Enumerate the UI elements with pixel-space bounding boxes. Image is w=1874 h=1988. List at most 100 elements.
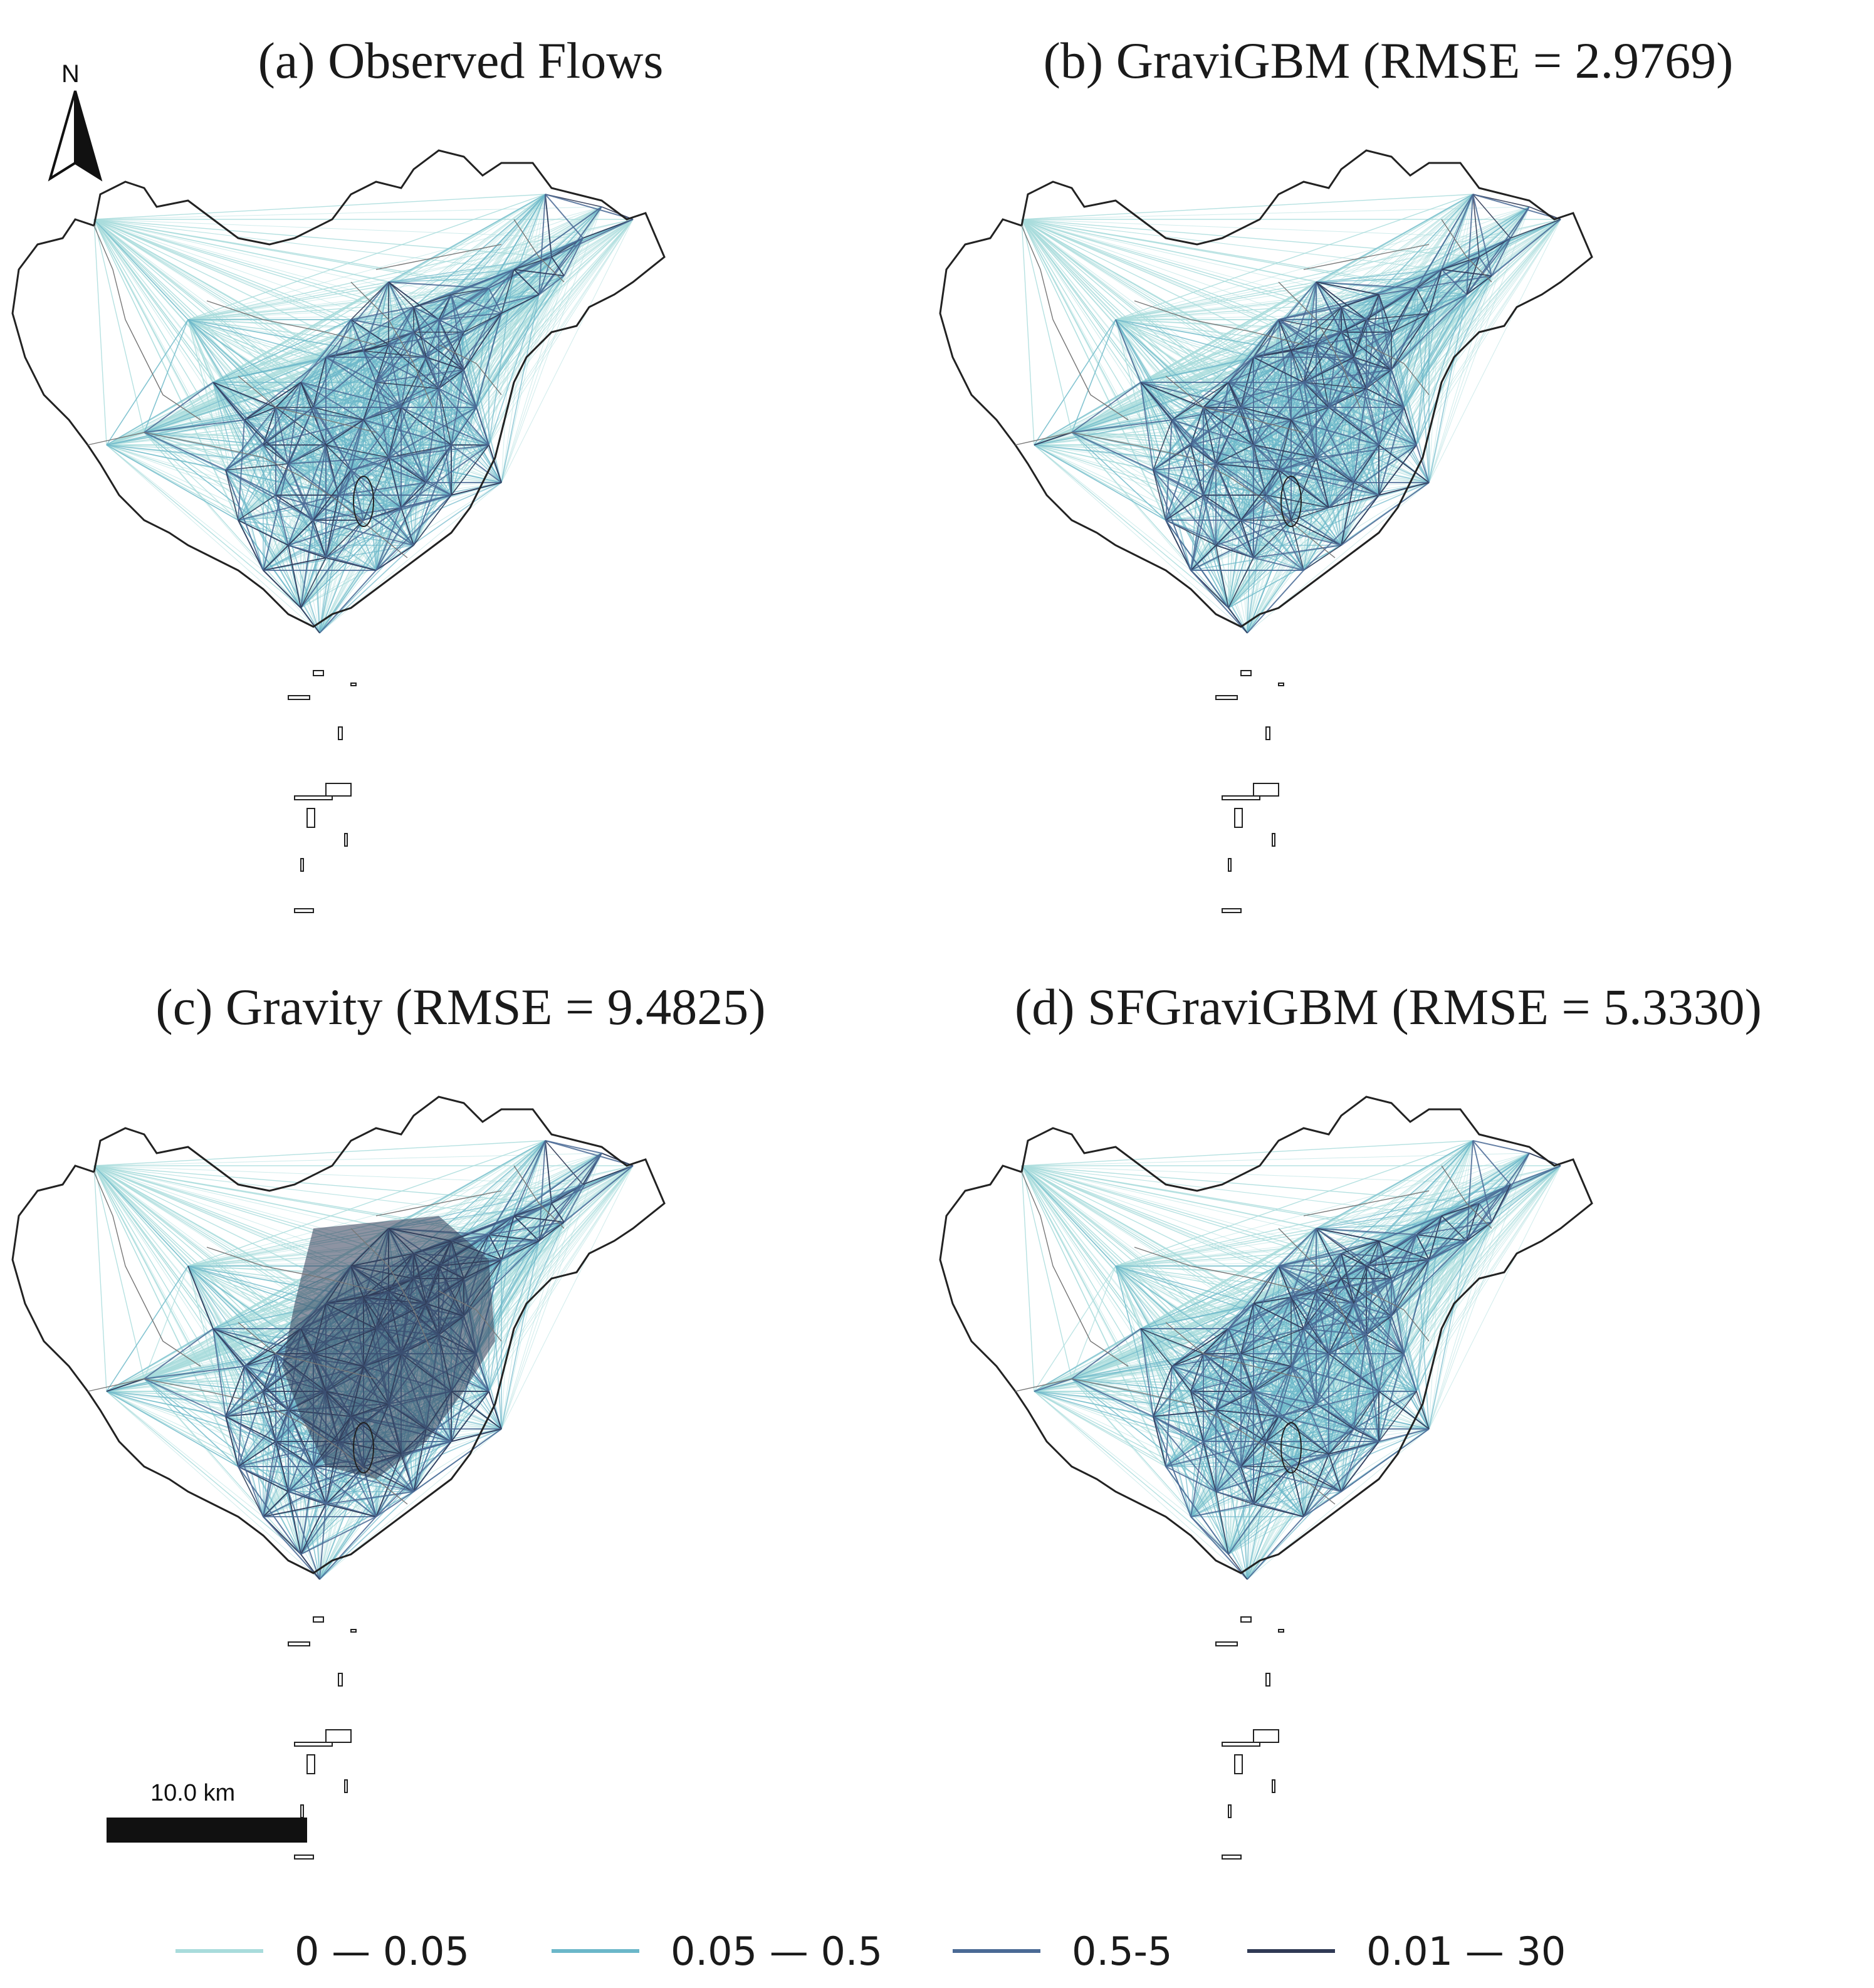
island-marker bbox=[1278, 1629, 1284, 1633]
panel-title: (d) SFGraviGBM (RMSE = 5.3330) bbox=[1014, 978, 1762, 1035]
legend-item: 0 — 0.05 bbox=[175, 1928, 469, 1974]
country-outline bbox=[939, 149, 1593, 628]
province-boundary bbox=[1441, 1165, 1492, 1229]
island-marker bbox=[313, 670, 324, 676]
province-boundary bbox=[1021, 1171, 1129, 1367]
country-outline bbox=[11, 149, 666, 628]
province-boundary bbox=[1303, 1190, 1430, 1216]
flow-map bbox=[11, 1096, 666, 1860]
island-marker bbox=[338, 726, 343, 740]
panel-c: (c) Gravity (RMSE = 9.4825) bbox=[0, 965, 921, 1930]
island-marker bbox=[1222, 1855, 1242, 1860]
island-marker bbox=[1272, 833, 1275, 847]
country-outline bbox=[11, 1096, 666, 1574]
province-boundary bbox=[375, 1190, 502, 1216]
island-marker bbox=[1240, 1616, 1252, 1623]
island-marker bbox=[306, 1754, 315, 1774]
province-boundary bbox=[1278, 281, 1361, 408]
province-boundary bbox=[87, 432, 301, 477]
flow-map bbox=[939, 1096, 1593, 1860]
island-marker bbox=[1240, 670, 1252, 676]
island-marker bbox=[1234, 1754, 1243, 1774]
province-boundary bbox=[206, 300, 377, 345]
province-boundary bbox=[87, 1378, 301, 1423]
island-marker bbox=[1234, 808, 1243, 828]
island-marker bbox=[294, 795, 333, 800]
legend-label: 0.05 — 0.5 bbox=[671, 1928, 883, 1974]
island-marker bbox=[300, 1804, 304, 1818]
island-marker bbox=[1222, 795, 1260, 800]
country-outline bbox=[939, 1096, 1593, 1574]
island-marker bbox=[294, 1742, 333, 1747]
province-boundary bbox=[438, 1290, 502, 1342]
panel-title: (b) GraviGBM (RMSE = 2.9769) bbox=[1043, 32, 1734, 89]
island-marker bbox=[344, 1779, 348, 1793]
province-boundary bbox=[375, 244, 502, 270]
scale-bar bbox=[107, 1818, 307, 1843]
flow-map bbox=[11, 149, 666, 913]
province-boundary bbox=[438, 344, 502, 395]
island-marker bbox=[288, 1641, 310, 1646]
panel-title: (c) Gravity (RMSE = 9.4825) bbox=[155, 978, 766, 1035]
province-boundary bbox=[513, 1165, 565, 1229]
legend-label: 0 — 0.05 bbox=[295, 1928, 469, 1974]
province-boundary bbox=[1134, 1247, 1304, 1292]
island-marker bbox=[325, 783, 352, 797]
north-arrow-icon bbox=[48, 90, 103, 182]
island-marker bbox=[1265, 726, 1270, 740]
taiwan-island bbox=[1280, 476, 1302, 527]
island-marker bbox=[306, 808, 315, 828]
province-boundary bbox=[1165, 375, 1304, 433]
island-marker bbox=[344, 833, 348, 847]
province-boundary bbox=[1165, 1322, 1304, 1379]
province-boundary bbox=[93, 225, 201, 421]
island-marker bbox=[325, 1729, 352, 1743]
province-boundary bbox=[1228, 1422, 1336, 1505]
province-boundary bbox=[350, 1228, 433, 1354]
taiwan-island bbox=[353, 476, 374, 527]
legend-item: 0.01 — 30 bbox=[1247, 1928, 1566, 1974]
province-boundary bbox=[300, 476, 408, 558]
island-marker bbox=[1253, 1729, 1279, 1743]
island-marker bbox=[1265, 1673, 1270, 1687]
panel-d: (d) SFGraviGBM (RMSE = 5.3330) bbox=[928, 965, 1849, 1930]
province-boundary bbox=[1228, 476, 1336, 558]
province-boundary bbox=[1134, 300, 1304, 345]
flow-map bbox=[939, 149, 1593, 913]
island-marker bbox=[294, 908, 314, 913]
island-marker bbox=[350, 683, 357, 686]
north-label: N bbox=[61, 60, 80, 88]
island-marker bbox=[1278, 683, 1284, 686]
province-boundary bbox=[1366, 344, 1430, 395]
province-boundary bbox=[238, 1322, 377, 1379]
province-boundary bbox=[1015, 1378, 1229, 1423]
province-boundary bbox=[1303, 244, 1430, 270]
island-marker bbox=[350, 1629, 357, 1633]
island-marker bbox=[338, 1673, 343, 1687]
panel-b: (b) GraviGBM (RMSE = 2.9769) bbox=[928, 0, 1849, 965]
panel-title: (a) Observed Flows bbox=[258, 32, 664, 89]
island-marker bbox=[1222, 908, 1242, 913]
province-boundary bbox=[1366, 1290, 1430, 1342]
island-marker bbox=[1272, 1779, 1275, 1793]
island-marker bbox=[1215, 1641, 1238, 1646]
taiwan-island bbox=[353, 1422, 374, 1473]
province-boundary bbox=[300, 1422, 408, 1505]
island-marker bbox=[300, 858, 304, 872]
province-boundary bbox=[1021, 225, 1129, 421]
island-marker bbox=[1228, 858, 1232, 872]
legend: 0 — 0.05 0.05 — 0.5 0.5-5 0.01 — 30 bbox=[0, 1918, 1874, 1987]
scale-bar-label: 10.0 km bbox=[150, 1780, 236, 1806]
legend-swatch bbox=[1247, 1949, 1335, 1953]
island-marker bbox=[1253, 783, 1279, 797]
island-marker bbox=[294, 1855, 314, 1860]
province-boundary bbox=[350, 281, 433, 408]
legend-swatch bbox=[175, 1949, 263, 1953]
province-boundary bbox=[1441, 219, 1492, 283]
legend-swatch bbox=[953, 1949, 1040, 1953]
province-boundary bbox=[1278, 1228, 1361, 1354]
legend-item: 0.5-5 bbox=[953, 1928, 1172, 1974]
taiwan-island bbox=[1280, 1422, 1302, 1473]
island-marker bbox=[1215, 695, 1238, 700]
dense-flow-region bbox=[282, 1216, 495, 1479]
